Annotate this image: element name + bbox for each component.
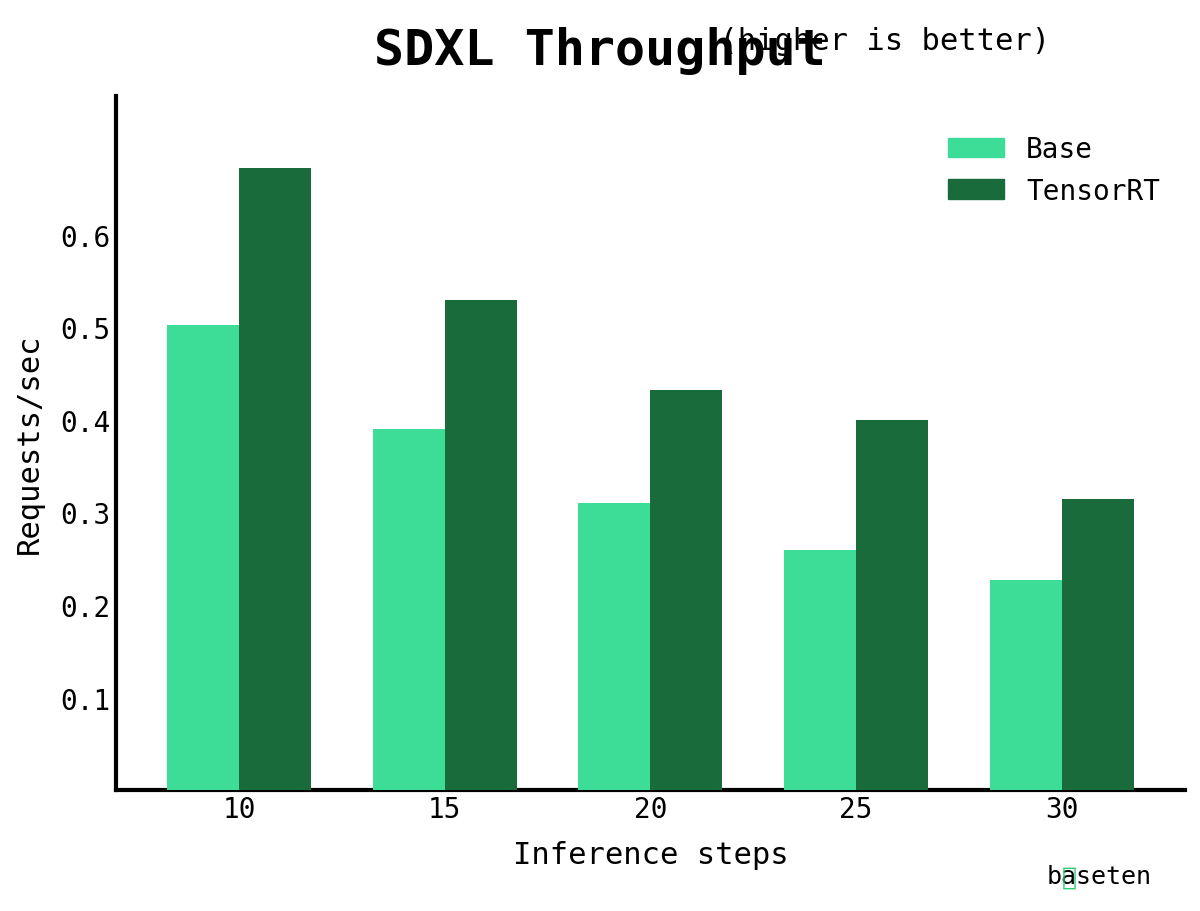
Bar — [239, 169, 311, 790]
Text: Ⓑ: Ⓑ — [1062, 865, 1078, 888]
Text: SDXL Throughput: SDXL Throughput — [374, 27, 826, 76]
Bar — [650, 391, 722, 790]
Legend: Base, TensorRT: Base, TensorRT — [937, 125, 1171, 217]
Bar — [373, 430, 445, 790]
Bar — [445, 301, 517, 790]
Bar — [990, 580, 1062, 790]
Bar — [1062, 499, 1134, 790]
Text: baseten: baseten — [1046, 865, 1152, 888]
Y-axis label: Requests/sec: Requests/sec — [14, 333, 44, 554]
Bar — [578, 504, 650, 790]
Bar — [784, 550, 856, 790]
Bar — [856, 421, 928, 790]
Bar — [167, 325, 239, 790]
X-axis label: Inference steps: Inference steps — [512, 840, 788, 869]
Text: (higher is better): (higher is better) — [702, 27, 1050, 56]
